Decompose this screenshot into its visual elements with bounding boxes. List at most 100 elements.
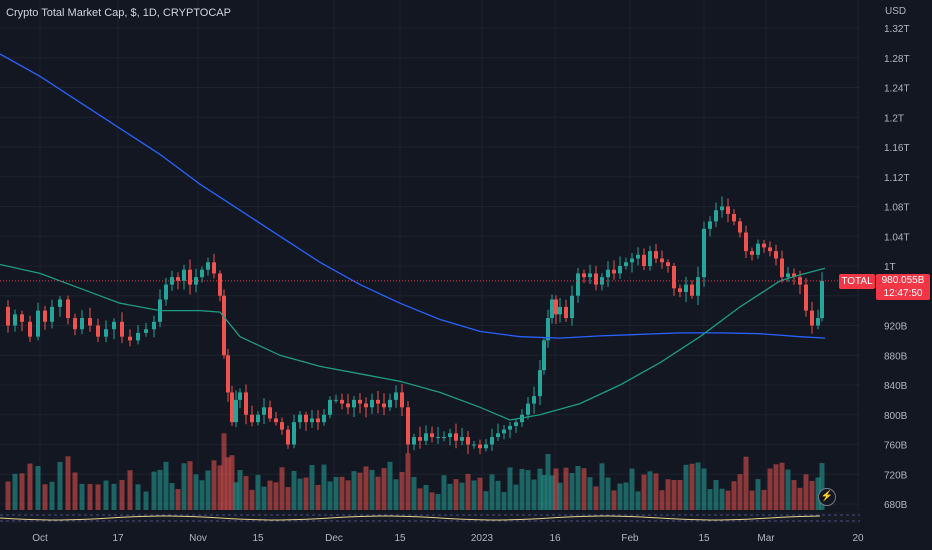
ma-short-line (0, 263, 826, 421)
volume-bar (465, 473, 471, 510)
volume-bar (143, 491, 149, 510)
y-tick-label: 1.24T (884, 84, 910, 95)
volume-bar (333, 476, 339, 510)
oscillator-pane (0, 512, 860, 524)
candle-body (648, 251, 652, 266)
volume-bar (743, 456, 749, 510)
volume-bar (605, 477, 611, 510)
volume-bar (387, 461, 393, 510)
candle-body (334, 399, 338, 401)
x-tick-label: Mar (757, 533, 775, 544)
lightning-icon[interactable]: ⚡ (818, 488, 836, 506)
candle-body (660, 258, 664, 263)
y-tick-label: 920B (884, 322, 908, 333)
candle-body (13, 314, 17, 326)
candle-body (654, 251, 658, 259)
volume-bar (417, 488, 423, 510)
volume-bar (369, 469, 375, 510)
volume-bar (297, 478, 303, 510)
candle-body (738, 221, 742, 233)
candle-body (340, 399, 344, 404)
volume-bar (647, 471, 653, 510)
x-tick-label: Nov (189, 533, 207, 544)
volume-bar (27, 463, 33, 510)
volume-bar (393, 479, 399, 510)
volume-bar (563, 467, 569, 510)
candle-body (88, 318, 92, 326)
candle-body (36, 310, 40, 337)
chart-grid (0, 0, 860, 510)
candle-body (478, 444, 482, 449)
candle-body (376, 399, 380, 404)
candle-body (454, 433, 458, 441)
y-tick-label: 1.12T (884, 173, 910, 184)
volume-bar (617, 483, 623, 510)
x-tick-label: 17 (112, 533, 124, 544)
candle-body (732, 213, 736, 222)
volume-bar (683, 464, 689, 510)
x-tick-label: 16 (549, 533, 561, 544)
candle-body (310, 418, 314, 423)
candle-body (188, 269, 192, 285)
volume-bar (381, 468, 387, 510)
candle-body (726, 206, 730, 214)
candle-body (244, 392, 248, 415)
volume-bar (79, 483, 85, 510)
candle-body (200, 269, 204, 278)
candle-body (600, 277, 604, 285)
candle-body (666, 262, 670, 266)
candle-body (50, 306, 54, 322)
volume-bar (677, 480, 683, 510)
candle-body (274, 418, 278, 423)
volume-bar (233, 482, 239, 510)
volume-bar (211, 460, 217, 510)
candle-body (708, 221, 712, 229)
y-tick-label: 720B (884, 470, 908, 481)
volume-bar (237, 470, 243, 510)
volume-bar (339, 476, 345, 510)
volume-bar (447, 483, 453, 510)
candle-body (238, 392, 242, 400)
volume-bar (175, 489, 181, 510)
candle-body (810, 310, 814, 326)
candle-body (73, 318, 77, 330)
x-tick-label: Oct (32, 533, 48, 544)
volume-bar (309, 465, 315, 510)
candle-body (508, 425, 512, 430)
candle-body (612, 269, 616, 274)
volume-bar (285, 486, 291, 510)
volume-bar (411, 476, 417, 510)
candle-body (394, 392, 398, 400)
candle-body (400, 392, 404, 408)
candle-body (222, 295, 226, 356)
candle-body (538, 370, 542, 397)
candle-body (496, 433, 500, 438)
time-axis[interactable]: Oct 17 Nov 15 Dec 15 2023 16 Feb 15 Mar 20 (32, 533, 864, 544)
candle-body (442, 437, 446, 439)
volume-bar (779, 462, 785, 510)
volume-bar (303, 477, 309, 510)
volume-bar (375, 476, 381, 510)
volume-bar (767, 468, 773, 510)
volume-bar (65, 456, 71, 510)
volume-bar (57, 461, 63, 510)
price-axis[interactable]: 680B720B760B800B840B880B920B960B1T1.04T1… (884, 24, 910, 511)
volume-bar (221, 433, 227, 510)
volume-bar (557, 482, 563, 510)
volume-bar (399, 471, 405, 510)
volume-bar (553, 468, 559, 510)
volume-bar (653, 473, 659, 510)
volume-bar (345, 480, 351, 510)
volume-bar (761, 489, 767, 510)
candle-body (352, 399, 356, 408)
candle-body (256, 414, 260, 423)
candle-body (358, 399, 362, 404)
volume-bar (635, 491, 641, 510)
candle-body (176, 277, 180, 281)
x-tick-label: 15 (252, 533, 264, 544)
volume-bar (181, 463, 187, 510)
candle-body (582, 273, 586, 278)
volume-bar (103, 480, 109, 510)
chart-title: Crypto Total Market Cap, $, 1D, CRYPTOCA… (6, 7, 231, 19)
